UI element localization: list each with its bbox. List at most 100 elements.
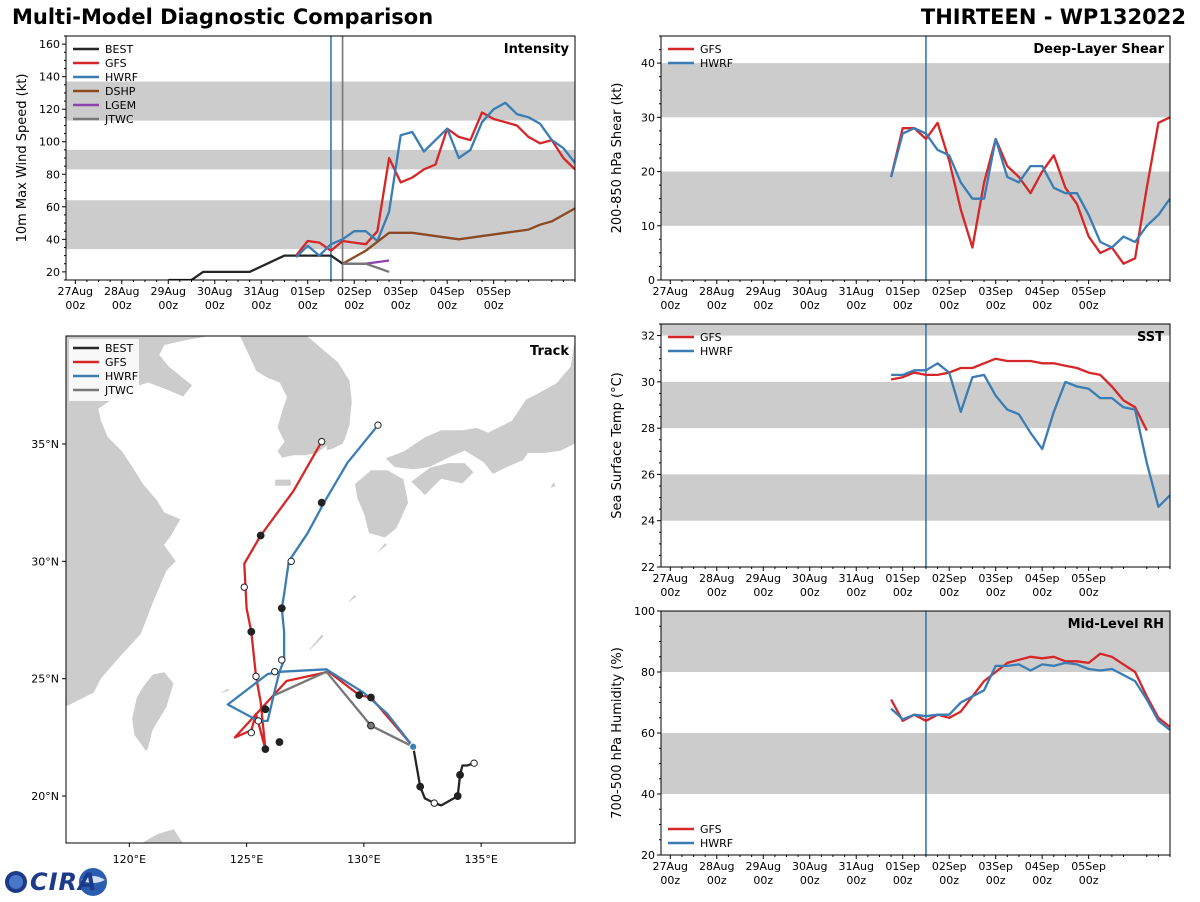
track-line-hwrf [226, 424, 415, 748]
land-luzon [140, 828, 184, 843]
globe-icon [5, 868, 107, 896]
track-point-gfs [261, 745, 270, 754]
shade-band [661, 733, 1170, 794]
shear-panel: 01020304027Aug00z28Aug00z29Aug00z30Aug00… [610, 35, 1171, 312]
x-tick-label-hour: 00z [846, 874, 866, 887]
series-line-best [168, 254, 344, 280]
panel-title: Track [530, 344, 569, 359]
y-tick-label: 20 [46, 266, 60, 279]
track-point-hwrf [374, 421, 382, 429]
x-tick-label-date: 05Sep [476, 285, 511, 298]
axes-frame [660, 323, 1171, 568]
x-tick-label-date: 28Aug [699, 285, 734, 298]
track-point-gfs [317, 437, 326, 446]
legend-label-hwrf: HWRF [700, 837, 733, 850]
y-tick-label: 80 [46, 168, 60, 181]
x-tick-label-hour: 00z [65, 299, 85, 312]
map-area [66, 336, 575, 843]
legend-label-hwrf: HWRF [700, 345, 733, 358]
y-tick-label: 40 [46, 233, 60, 246]
x-tick-label-date: 30Aug [792, 572, 827, 585]
x-tick-label-hour: 00z [986, 299, 1006, 312]
x-tick-label-hour: 00z [1079, 299, 1099, 312]
shade-band [661, 381, 1170, 429]
panel-title: Intensity [504, 42, 570, 57]
x-tick-label-hour: 00z [800, 586, 820, 599]
track-point-best [453, 792, 462, 800]
legend-label-best: BEST [105, 342, 133, 355]
x-tick-label-hour: 00z [437, 299, 457, 312]
x-tick-label-hour: 00z [707, 586, 727, 599]
track-point-gfs [247, 728, 256, 737]
x-tick-label-date: 28Aug [699, 572, 734, 585]
y-tick-label: 140 [39, 71, 60, 84]
legend-label-gfs: GFS [700, 43, 722, 56]
logo-text: CIRA [30, 868, 98, 896]
lon-tick-label: 125°E [230, 853, 263, 866]
series-line-hwrf [889, 127, 1170, 249]
land-tanegashima [372, 542, 389, 557]
x-tick-label-hour: 00z [846, 299, 866, 312]
x-tick-label-hour: 00z [660, 299, 680, 312]
y-tick-label: 24 [641, 515, 655, 528]
series-line-dshp [342, 207, 575, 265]
shade-band [66, 149, 575, 170]
lat-tick-label: 30°N [31, 555, 59, 568]
y-tick-label: 60 [641, 727, 655, 740]
panel-title: Deep-Layer Shear [1033, 42, 1164, 57]
track-line-best [412, 746, 475, 807]
series-line-gfs [295, 111, 575, 257]
y-tick-label: 60 [46, 201, 60, 214]
x-tick-label-hour: 00z [205, 299, 225, 312]
shade-band [661, 474, 1170, 521]
series-group [168, 101, 575, 280]
legend-label-gfs: GFS [105, 57, 127, 70]
x-tick-label-date: 01Sep [885, 860, 920, 873]
x-tick-label-hour: 00z [298, 299, 318, 312]
land-jeju [274, 478, 292, 487]
land-amami [344, 593, 358, 607]
series-line-hwrf [295, 101, 575, 259]
track-point-hwrf [254, 717, 263, 725]
series-line-hwrf [890, 661, 1170, 731]
x-tick-label-hour: 00z [753, 874, 773, 887]
x-tick-label-hour: 00z [986, 586, 1006, 599]
y-tick-label: 28 [641, 422, 655, 435]
land-sakishima [215, 687, 231, 696]
y-tick-label: 26 [641, 468, 655, 481]
x-tick-label-date: 04Sep [1025, 860, 1060, 873]
track-point-gfs [355, 691, 364, 700]
land-japan-main [384, 336, 575, 476]
lat-tick-label: 35°N [31, 438, 59, 451]
x-tick-label-date: 27Aug [653, 860, 688, 873]
x-tick-label-hour: 00z [986, 874, 1006, 887]
track-point-best [430, 799, 438, 807]
x-tick-label-date: 01Sep [885, 285, 920, 298]
y-axis-label: 700-500 hPa Humidity (%) [610, 647, 625, 819]
x-tick-label-date: 27Aug [58, 285, 93, 298]
sst-panel: 22242628303227Aug00z28Aug00z29Aug00z30Au… [610, 323, 1171, 599]
land-okinawa [307, 633, 325, 654]
x-tick-label-date: 30Aug [197, 285, 232, 298]
track-line-jtwc [274, 670, 414, 748]
y-tick-label: 100 [634, 605, 655, 618]
x-tick-label-date: 05Sep [1071, 285, 1106, 298]
x-tick-label-date: 03Sep [978, 860, 1013, 873]
y-tick-label: 160 [39, 38, 60, 51]
x-tick-label-date: 31Aug [838, 285, 873, 298]
x-tick-label-hour: 00z [800, 874, 820, 887]
series-group [889, 116, 1170, 265]
series-line-gfs [889, 116, 1170, 265]
x-tick-label-hour: 00z [251, 299, 271, 312]
series-group [890, 652, 1170, 731]
storm-title: THIRTEEN - WP132022 [920, 5, 1186, 29]
x-tick-label-hour: 00z [939, 874, 959, 887]
x-tick-label-hour: 00z [753, 586, 773, 599]
x-tick-label-hour: 00z [1032, 874, 1052, 887]
x-tick-label-date: 31Aug [243, 285, 278, 298]
x-tick-label-hour: 00z [707, 299, 727, 312]
x-tick-label-hour: 00z [939, 299, 959, 312]
intensity-panel: 2040608010012014016027Aug00z28Aug00z29Au… [15, 35, 576, 312]
y-tick-label: 10 [641, 220, 655, 233]
